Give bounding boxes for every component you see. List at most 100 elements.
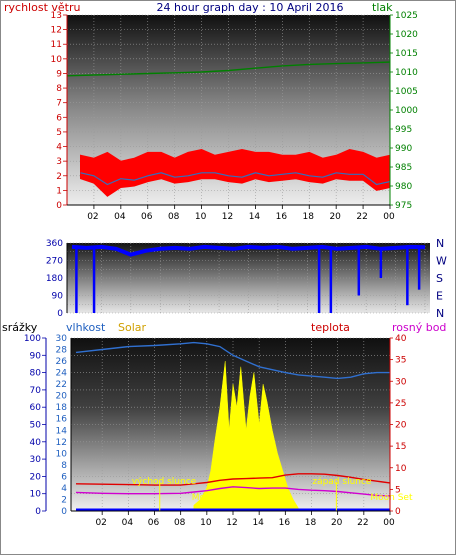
rainfall-y-tick-label: 50 [30, 421, 42, 431]
humidity-y-tick-label: 12 [56, 438, 67, 448]
climate-x-tick-label: 18 [305, 518, 317, 528]
humidity-y-tick-label: 0 [61, 507, 67, 517]
temperature-y-tick-label: 0 [395, 507, 401, 517]
wind-y-tick-label: 9 [56, 69, 62, 79]
moonset-label: Moon Set [370, 493, 413, 503]
wind-x-tick-label: 14 [249, 212, 261, 222]
rainfall-y-tick-label: 20 [30, 472, 42, 482]
humidity-line [75, 341, 390, 380]
rainfall-y-tick-label: 100 [24, 334, 41, 344]
wind-y-tick-label: 4 [56, 143, 62, 153]
pressure-y-tick-labels: 975 980 985 990 995 1000 1005 1010 1015 1020 1025 [390, 11, 418, 211]
wind-y-tick-label: 0 [56, 201, 62, 211]
humidity-y-tick-label: 22 [56, 380, 67, 390]
humidity-y-tick-label: 28 [56, 346, 68, 356]
wind-y-tick-label: 13 [51, 11, 62, 21]
rainfall-y-tick-label: 40 [30, 438, 42, 448]
humidity-y-tick-label: 26 [56, 357, 68, 367]
temperature-line [75, 473, 391, 486]
wind-x-tick-label: 18 [303, 212, 315, 222]
humidity-y-tick-label: 24 [56, 369, 68, 379]
wind-x-tick-labels: 02 04 06 08 10 12 14 16 18 20 22 00 [87, 205, 395, 222]
temperature-axis-title: teplota [311, 321, 350, 334]
wind-x-tick-label: 00 [383, 212, 395, 222]
direction-y-tick-label: 180 [46, 274, 63, 284]
temperature-y-tick-label: 10 [395, 464, 407, 474]
wind-x-tick-label: 10 [195, 212, 207, 222]
compass-label: E [436, 290, 443, 303]
sun-moon-markers: východ slunce západ slunce Moon Rise Moo… [132, 477, 413, 511]
wind-x-tick-label: 20 [329, 212, 341, 222]
direction-y-tick-label: 0 [57, 309, 63, 319]
pressure-y-tick-label: 1015 [395, 49, 418, 59]
wind-x-tick-label: 02 [87, 212, 98, 222]
pressure-y-tick-label: 1005 [395, 87, 418, 97]
moonrise-label: Moon Rise [192, 493, 239, 503]
pressure-y-tick-label: 1025 [395, 11, 418, 21]
temperature-y-tick-label: 40 [395, 334, 407, 344]
pressure-axis-title: tlak [372, 1, 393, 14]
sunrise-label: východ slunce [132, 477, 197, 487]
dewpoint-line [75, 486, 391, 497]
wind-x-tick-label: 06 [141, 212, 153, 222]
rainfall-y-tick-labels: 0 10 20 30 40 50 60 70 80 90 100 [24, 334, 46, 517]
wind-x-tick-label: 22 [356, 212, 367, 222]
climate-x-tick-label: 16 [279, 518, 291, 528]
rainfall-y-tick-label: 60 [30, 403, 42, 413]
pressure-y-tick-label: 975 [395, 201, 412, 211]
solar-axis-title: Solar [118, 321, 147, 334]
pressure-y-tick-label: 985 [395, 163, 412, 173]
climate-x-tick-label: 14 [252, 518, 264, 528]
pressure-y-tick-label: 995 [395, 125, 412, 135]
climate-x-tick-label: 02 [95, 518, 106, 528]
wind-y-tick-label: 2 [56, 172, 62, 182]
dewpoint-axis-title: rosný bod [392, 321, 446, 334]
pressure-y-tick-label: 1010 [395, 68, 418, 78]
direction-y-tick-label: 360 [46, 239, 63, 249]
pressure-y-tick-label: 1000 [395, 106, 418, 116]
direction-y-tick-labels: 0 90 180 270 360 [46, 239, 63, 319]
pressure-y-tick-label: 990 [395, 144, 412, 154]
wind-y-tick-label: 3 [56, 157, 62, 167]
climate-x-tick-label: 08 [174, 518, 186, 528]
temperature-y-tick-label: 15 [395, 442, 406, 452]
rainfall-y-tick-label: 0 [35, 507, 41, 517]
wind-y-tick-label: 10 [51, 55, 63, 65]
humidity-y-tick-label: 18 [56, 403, 68, 413]
humidity-axis-title: vlhkost [66, 321, 106, 334]
direction-dips [75, 248, 421, 313]
rainfall-y-tick-label: 80 [30, 369, 42, 379]
pressure-y-tick-label: 1020 [395, 30, 418, 40]
climate-x-tick-labels: 02 04 06 08 10 12 14 16 18 20 22 00 [95, 511, 395, 528]
wind-y-tick-label: 11 [51, 40, 62, 50]
humidity-y-tick-label: 10 [56, 449, 68, 459]
wind-x-tick-label: 12 [222, 212, 233, 222]
wind-y-tick-label: 5 [56, 128, 62, 138]
humidity-y-tick-label: 16 [56, 415, 68, 425]
humidity-y-tick-label: 4 [61, 484, 67, 494]
chart-title: 24 hour graph day : 10 April 2016 [157, 1, 344, 14]
rainfall-axis-title: srážky [2, 321, 38, 334]
climate-x-tick-label: 22 [357, 518, 368, 528]
compass-label: N [436, 237, 444, 250]
humidity-y-tick-label: 14 [56, 426, 68, 436]
wind-y-tick-label: 12 [51, 26, 62, 36]
wind-y-tick-label: 1 [56, 186, 62, 196]
temperature-y-tick-label: 20 [395, 421, 407, 431]
humidity-y-tick-label: 20 [56, 392, 68, 402]
humidity-y-tick-label: 30 [56, 334, 68, 344]
climate-x-tick-label: 06 [148, 518, 160, 528]
wind-average-line [80, 172, 391, 186]
climate-x-tick-label: 04 [122, 518, 134, 528]
rainfall-y-tick-label: 30 [30, 455, 42, 465]
temperature-y-tick-labels: 0 5 10 15 20 25 30 35 40 [390, 334, 407, 517]
direction-y-tick-label: 270 [46, 257, 63, 267]
wind-x-tick-label: 08 [168, 212, 180, 222]
rainfall-y-tick-label: 70 [30, 386, 42, 396]
direction-y-tick-label: 90 [52, 292, 64, 302]
